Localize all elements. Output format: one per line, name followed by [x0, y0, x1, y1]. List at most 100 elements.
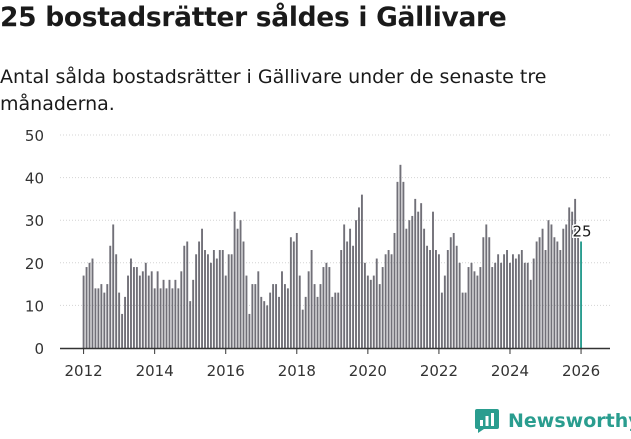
- bar: [547, 220, 550, 348]
- bar: [482, 237, 485, 348]
- bar: [298, 275, 301, 348]
- bar: [221, 250, 224, 348]
- bar: [553, 237, 556, 348]
- y-tick-label: 20: [25, 255, 44, 273]
- bar: [384, 254, 387, 348]
- y-tick-label: 30: [25, 212, 44, 230]
- bar: [195, 254, 198, 348]
- bar: [411, 215, 414, 348]
- bar: [124, 296, 127, 348]
- bar: [440, 292, 443, 348]
- bar: [467, 267, 470, 348]
- bar: [263, 301, 266, 348]
- bar: [266, 305, 269, 348]
- bar: [189, 301, 192, 348]
- bar: [500, 262, 503, 348]
- bar: [476, 275, 479, 348]
- bar: [239, 220, 242, 348]
- bar: [443, 275, 446, 348]
- bar: [159, 288, 162, 348]
- bar: [269, 292, 272, 348]
- bar: [446, 250, 449, 348]
- bar: [177, 288, 180, 348]
- bar: [218, 250, 221, 348]
- bar: [236, 228, 239, 348]
- bar: [372, 275, 375, 348]
- bar: [580, 241, 582, 348]
- bar: [325, 262, 328, 348]
- bar: [423, 228, 426, 348]
- bar: [349, 228, 352, 348]
- newsworthy-brand[interactable]: Newsworthy: [474, 408, 631, 434]
- bar: [523, 262, 526, 348]
- bar: [473, 271, 476, 348]
- bar: [174, 279, 177, 348]
- bar: [94, 288, 97, 348]
- bar: [494, 262, 497, 348]
- bar: [260, 296, 263, 348]
- bar: [390, 254, 393, 348]
- bar: [479, 267, 482, 348]
- bar: [470, 262, 473, 348]
- bar: [118, 292, 121, 348]
- bar: [192, 279, 195, 348]
- bar: [399, 164, 402, 348]
- bar: [91, 258, 94, 348]
- bar: [132, 267, 135, 348]
- bar: [209, 262, 212, 348]
- bar: [278, 296, 280, 348]
- bar: [251, 284, 254, 348]
- bar: [150, 271, 153, 348]
- bar: [103, 292, 106, 348]
- bar: [556, 241, 559, 348]
- y-tick-label: 50: [25, 127, 44, 145]
- bar: [355, 220, 357, 348]
- bar: [207, 254, 209, 348]
- x-tick-label: 2016: [207, 362, 245, 380]
- bar: [322, 267, 325, 348]
- x-tick-label: 2026: [562, 362, 600, 380]
- bar: [577, 228, 580, 348]
- bar: [417, 211, 420, 348]
- bar: [144, 262, 147, 348]
- bar: [346, 241, 349, 348]
- bar: [319, 284, 322, 348]
- bar: [562, 228, 565, 348]
- bar: [520, 250, 523, 348]
- bar: [162, 279, 165, 348]
- bar: [449, 237, 452, 348]
- bar: [458, 262, 461, 348]
- bar: [340, 250, 343, 348]
- bar: [289, 237, 292, 348]
- bar: [313, 284, 316, 348]
- bar: [461, 292, 464, 348]
- bar: [544, 250, 547, 348]
- bar: [242, 241, 245, 348]
- bar: [396, 181, 399, 348]
- bar: [204, 250, 206, 348]
- bar: [464, 292, 467, 348]
- bar: [115, 254, 118, 348]
- newsworthy-logo-icon: [475, 409, 499, 433]
- bar: [224, 275, 227, 348]
- bar: [437, 254, 440, 348]
- bar: [393, 232, 396, 348]
- bar: [275, 284, 278, 348]
- bar: [301, 309, 304, 348]
- bar: [426, 245, 429, 348]
- bar: [514, 258, 517, 348]
- bar: [535, 241, 538, 348]
- bar: [387, 250, 390, 348]
- bar: [529, 279, 532, 348]
- x-tick-label: 2022: [420, 362, 458, 380]
- bar: [568, 207, 571, 348]
- bar: [127, 275, 129, 348]
- bar: [532, 258, 535, 348]
- bar: [245, 275, 248, 348]
- bar: [272, 284, 275, 348]
- bar: [201, 228, 203, 348]
- bar: [283, 284, 286, 348]
- chart-title: 25 bostadsrätter såldes i Gällivare: [0, 2, 507, 33]
- bar: [304, 296, 307, 348]
- bar: [381, 267, 384, 348]
